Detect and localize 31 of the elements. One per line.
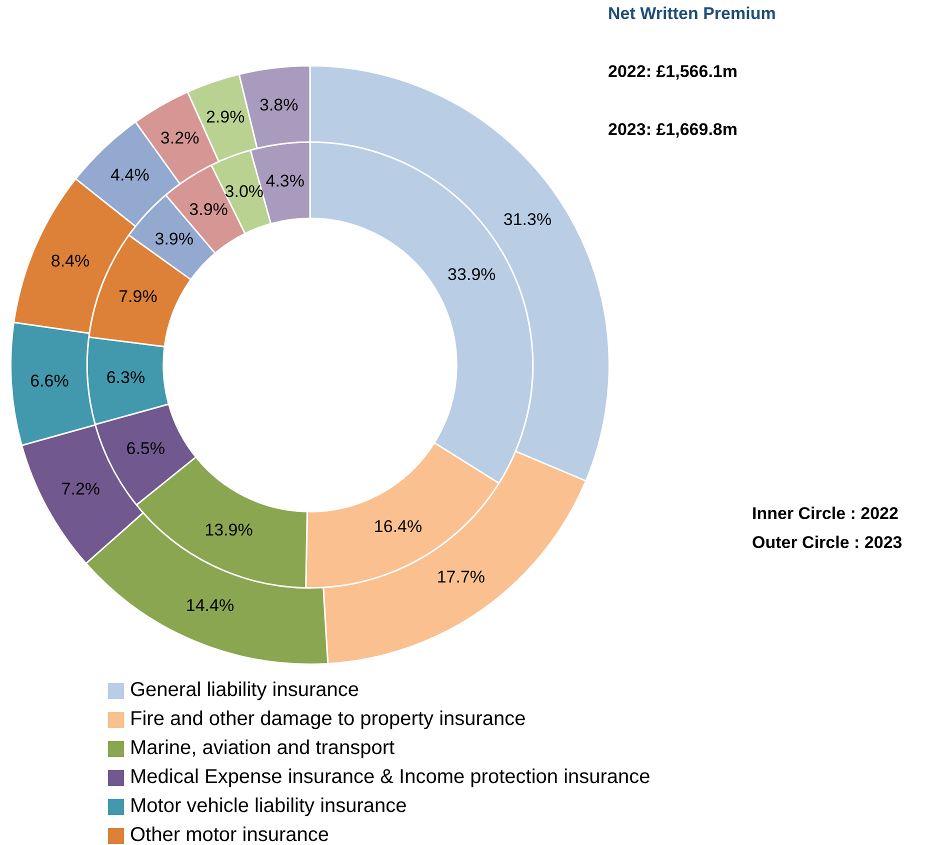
data-label: 8.4% [50,251,90,270]
data-label: 6.3% [106,368,146,388]
data-label: 3.8% [260,95,298,114]
data-label: 4.4% [110,166,150,185]
data-label: 3.9% [189,200,228,220]
data-label: 17.7% [436,568,486,587]
data-label: 16.4% [374,517,422,536]
legend-label: Motor vehicle liability insurance [130,795,407,818]
text: Inner Circle : 2022 [752,504,898,524]
legend-label: Marine, aviation and transport [130,737,395,760]
text: Outer Circle : 2023 [752,533,902,553]
data-label: 6.5% [126,439,165,458]
legend-label: Other motor insurance [130,824,329,845]
data-label: 3.9% [154,229,194,248]
data-label: 3.2% [160,128,200,148]
data-label: 14.4% [186,596,234,615]
data-label: 6.6% [30,372,69,391]
text: Net Written Premium [608,4,776,24]
data-label: 7.2% [61,480,100,499]
legend-label: Medical Expense insurance & Income protection insurance [130,766,650,789]
data-label: 2.9% [206,108,245,127]
data-label: 7.9% [118,287,158,306]
text: 2022: £1,566.1m [608,62,738,82]
data-label: 33.9% [448,265,496,284]
text: 2023: £1,669.8m [608,120,738,140]
data-label: 13.9% [204,520,253,540]
data-label: 31.3% [503,210,552,230]
legend-label: Fire and other damage to property insurance [130,708,526,731]
legend-label: General liability insurance [130,679,360,702]
data-label: 4.3% [266,172,304,191]
data-label: 3.0% [224,182,264,202]
